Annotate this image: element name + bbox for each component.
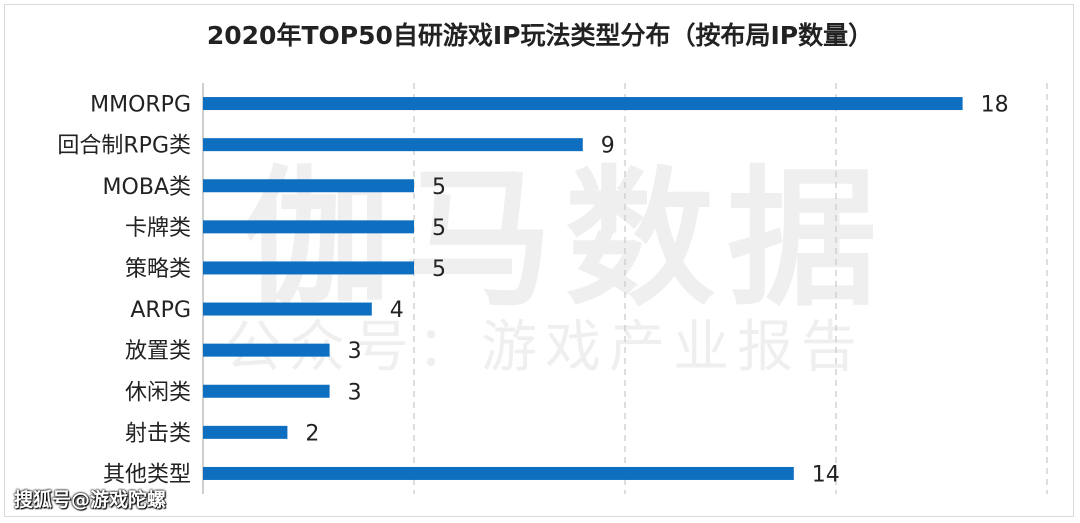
data-label-0: 18: [981, 93, 1009, 118]
footer-credit: 搜狐号@游戏陀螺: [14, 489, 167, 511]
bar-3: [203, 220, 414, 234]
category-label-7: 休闲类: [125, 380, 191, 405]
bar-4: [203, 261, 414, 275]
data-label-4: 5: [432, 257, 446, 282]
category-label-0: MMORPG: [90, 93, 191, 118]
category-label-1: 回合制RPG类: [57, 134, 191, 159]
category-label-3: 卡牌类: [125, 216, 191, 241]
data-label-3: 5: [432, 216, 446, 241]
bar-5: [203, 302, 372, 316]
category-label-4: 策略类: [125, 257, 191, 282]
watermark-subtitle: 公众号：游戏产业报告: [225, 315, 865, 380]
category-label-6: 放置类: [125, 339, 191, 364]
bar-7: [203, 384, 330, 398]
bar-0: [203, 97, 963, 111]
bar-9: [203, 466, 794, 480]
chart-title: 2020年TOP50自研游戏IP玩法类型分布（按布局IP数量）: [206, 21, 874, 50]
bar-2: [203, 179, 414, 193]
data-label-1: 9: [601, 134, 615, 159]
data-label-9: 14: [812, 462, 840, 487]
data-label-7: 3: [348, 380, 362, 405]
category-label-8: 射击类: [125, 421, 191, 446]
data-label-6: 3: [348, 339, 362, 364]
data-label-2: 5: [432, 175, 446, 200]
category-label-5: ARPG: [130, 298, 191, 323]
bar-6: [203, 343, 330, 357]
category-label-9: 其他类型: [103, 462, 191, 487]
data-label-5: 4: [390, 298, 404, 323]
category-label-2: MOBA类: [103, 175, 191, 200]
chart-frame: [4, 4, 1074, 517]
bar-1: [203, 138, 583, 152]
bar-8: [203, 425, 288, 439]
data-label-8: 2: [305, 421, 319, 446]
